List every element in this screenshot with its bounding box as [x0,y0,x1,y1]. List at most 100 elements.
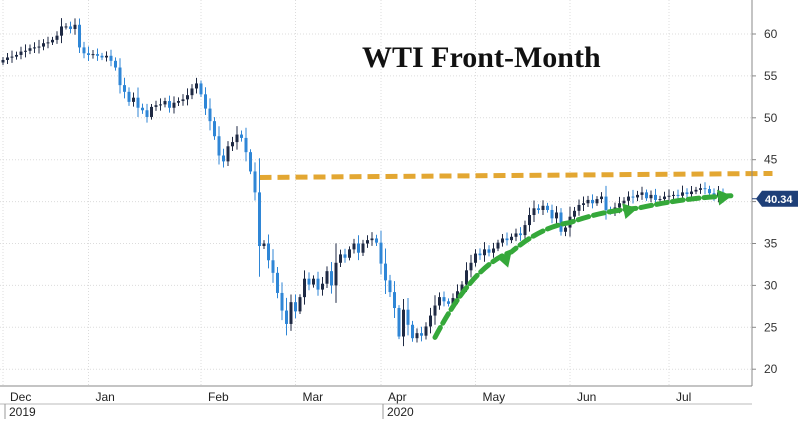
last-price-tag [756,190,798,207]
candle-body [451,297,455,304]
candle-body [577,204,581,211]
candle-body [262,243,266,247]
candle-body [510,236,513,241]
candle-body [397,308,401,337]
candle-body [114,60,117,68]
candle-body [555,212,558,219]
candle-body [487,249,491,253]
candle-body [51,39,54,43]
candle-body [55,35,59,40]
candle-body [96,54,99,56]
candle-body [307,278,311,285]
candle-body [631,196,635,198]
candle-body [6,57,9,60]
candle-body [681,192,684,196]
candle-body [532,208,536,216]
candle-body [195,83,198,89]
candle-body [19,51,23,55]
candle-body [519,233,522,236]
candle-body [100,55,104,58]
candle-body [424,326,428,336]
candle-body [402,309,405,337]
candle-body [42,43,45,47]
candle-body [672,194,675,196]
candle-body [618,203,621,208]
candle-body [226,146,230,162]
candle-body [478,253,482,256]
candle-body [348,249,351,258]
y-tick-label: 20 [764,362,778,376]
candle-body [33,47,36,49]
candle-body [420,333,423,336]
candle-body [159,104,162,106]
candle-body [294,302,297,312]
candle-body [528,215,531,226]
candle-body [24,50,27,52]
candle-body [163,101,167,105]
candle-body [46,42,50,44]
candle-body [573,210,576,217]
candle-body [132,97,135,102]
candle-body [186,95,189,100]
last-price-label: 40.34 [765,194,793,206]
candle-body [627,196,630,201]
candle-body [379,242,383,264]
candle-body [240,134,243,138]
candle-body [690,191,693,195]
candle-body [15,54,18,57]
candle-body [217,136,221,156]
x-tick-label: Feb [208,390,229,404]
candle-body [433,305,437,316]
candle-body [645,192,648,199]
candle-body [267,243,270,261]
resistance-layer [259,170,773,180]
candle-body [199,83,203,95]
candle-body [559,212,563,232]
candle-body [78,24,81,48]
candle-body [442,297,446,302]
candle-body [676,194,680,196]
candle-body [649,194,653,199]
candle-body [708,189,711,194]
candle-body [105,55,108,58]
candle-body [685,192,689,195]
candle-body [204,94,207,109]
candle-body [474,253,477,263]
candle-body [73,24,77,29]
candle-body [244,137,248,153]
candle-body [375,238,378,243]
candle-body [87,53,90,55]
x-tick-label: May [483,390,506,404]
candle-body [483,249,486,256]
candle-body [456,291,459,298]
candle-body [28,48,32,51]
candle-body [564,227,567,232]
candle-body [582,203,585,205]
trend-arrowhead [496,251,512,268]
chart-title: WTI Front-Month [362,41,601,74]
candle-body [415,333,419,339]
candle-body [231,142,234,147]
candle-body [343,254,347,258]
x-tick-label: Jul [676,390,691,404]
candle-body [325,271,329,284]
candle-body [636,194,639,198]
y-tick-label: 25 [764,320,778,334]
y-tick-label: 50 [764,111,778,125]
candle-body [235,134,239,143]
candle-body [141,107,144,111]
candle-body [213,121,216,137]
candle-body [172,102,176,108]
candle-body [537,208,540,210]
candle-body [334,262,338,286]
candle-body [37,46,41,48]
candle-body [591,199,594,204]
candle-body [429,315,432,327]
candle-body [276,272,279,293]
candle-body [595,199,599,204]
candle-body [330,271,333,286]
